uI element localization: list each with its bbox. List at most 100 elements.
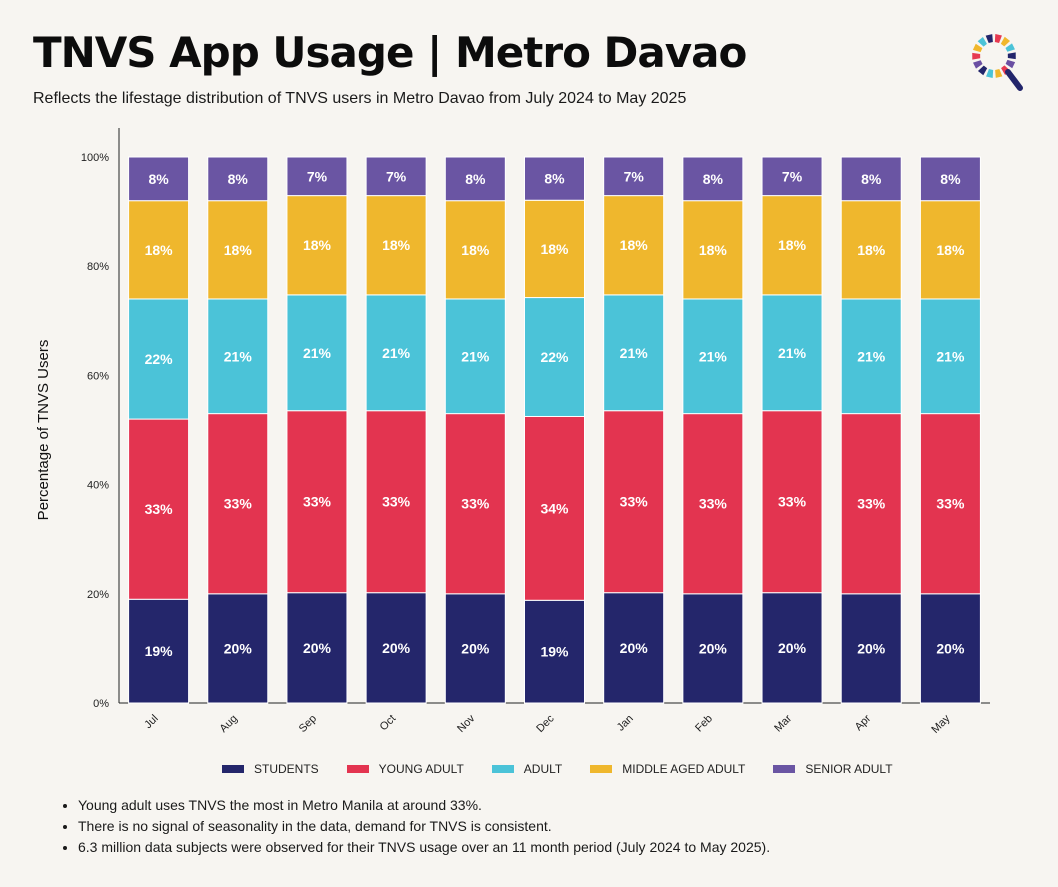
data-label: 18% xyxy=(303,237,332,253)
bar-segment xyxy=(365,156,427,197)
data-label: 8% xyxy=(703,171,724,187)
legend-label: SENIOR ADULT xyxy=(805,762,893,776)
legend-item: SENIOR ADULT xyxy=(773,762,893,776)
bar-segment xyxy=(286,592,348,704)
y-tick-label: 0% xyxy=(93,698,109,710)
data-label: 33% xyxy=(382,494,411,510)
bar-segment xyxy=(128,418,190,600)
bar-segment xyxy=(919,200,981,300)
page-subtitle: Reflects the lifestage distribution of T… xyxy=(33,90,687,107)
legend-swatch xyxy=(773,765,796,773)
bar-segment xyxy=(365,195,427,296)
y-tick-label: 20% xyxy=(87,589,109,601)
bar-segment xyxy=(286,294,348,412)
bar-segment xyxy=(444,298,506,415)
bar-segment xyxy=(603,592,665,704)
data-label: 22% xyxy=(540,349,569,365)
data-label: 33% xyxy=(303,494,332,510)
bar-segment xyxy=(365,592,427,704)
bar-segment xyxy=(207,298,269,415)
data-label: 33% xyxy=(620,494,649,510)
data-label: 8% xyxy=(940,171,961,187)
chart-legend: STUDENTS YOUNG ADULT ADULT MIDDLE AGED ADUL… xyxy=(222,762,893,776)
data-label: 18% xyxy=(382,237,411,253)
legend-item: STUDENTS xyxy=(222,762,319,776)
data-label: 21% xyxy=(699,348,728,364)
bar-segment xyxy=(682,156,744,202)
data-label: 8% xyxy=(544,171,565,187)
data-label: 20% xyxy=(461,640,490,656)
bar-segment xyxy=(286,156,348,197)
y-tick-label: 60% xyxy=(87,370,109,382)
data-label: 20% xyxy=(224,640,253,656)
bar-segment xyxy=(128,200,190,300)
data-label: 21% xyxy=(382,345,411,361)
notes-list: Young adult uses TNVS the most in Metro … xyxy=(60,795,770,858)
logo-segment xyxy=(985,34,993,44)
data-label: 33% xyxy=(699,496,728,512)
data-label: 18% xyxy=(540,241,569,257)
data-label: 22% xyxy=(145,351,174,367)
x-tick-label: Feb xyxy=(693,713,715,735)
bar-segment xyxy=(444,593,506,704)
logo-segment xyxy=(977,37,987,47)
logo-segment xyxy=(986,69,994,78)
x-tick-label: Oct xyxy=(378,713,399,734)
logo-segment xyxy=(972,52,981,60)
logo-segment xyxy=(995,68,1003,78)
legend-item: YOUNG ADULT xyxy=(346,762,464,776)
bar-segment xyxy=(128,298,190,420)
bar-segment xyxy=(840,298,902,415)
legend-swatch xyxy=(346,765,369,773)
bar-segment xyxy=(840,413,902,595)
stacked-bar-chart: 0% 20% 40% 60% 80% 100% Percentage of TNVS Use… xyxy=(35,128,990,736)
data-label: 33% xyxy=(145,501,174,517)
legend-item: ADULT xyxy=(491,762,562,776)
x-tick-label: May xyxy=(929,712,953,736)
data-label: 8% xyxy=(465,171,486,187)
legend-item: MIDDLE AGED ADULT xyxy=(590,762,745,776)
data-label: 20% xyxy=(778,640,807,656)
bar-segment xyxy=(603,195,665,296)
data-label: 20% xyxy=(303,640,332,656)
data-label: 18% xyxy=(699,242,728,258)
data-label: 7% xyxy=(624,168,645,184)
bar-segment xyxy=(682,413,744,595)
bar-segment xyxy=(761,410,823,594)
data-label: 20% xyxy=(382,640,411,656)
bar-segment xyxy=(919,593,981,704)
data-label: 18% xyxy=(145,242,174,258)
bar-segment xyxy=(603,410,665,594)
x-tick-label: Sep xyxy=(297,713,319,735)
x-tick-label: Dec xyxy=(534,712,557,735)
bar-segment xyxy=(603,294,665,412)
page-title: TNVS App Usage | Metro Davao xyxy=(33,28,747,77)
bar-segment xyxy=(286,410,348,594)
data-label: 18% xyxy=(936,242,965,258)
bar-segment xyxy=(524,199,585,299)
data-label: 20% xyxy=(936,640,965,656)
bar-segment xyxy=(365,410,427,594)
logo-segment xyxy=(1000,36,1011,47)
bar-segment xyxy=(761,294,823,412)
data-label: 21% xyxy=(857,348,886,364)
y-tick-label: 40% xyxy=(87,480,109,492)
logo-segment xyxy=(1007,52,1016,60)
data-label: 20% xyxy=(620,640,649,656)
data-label: 19% xyxy=(540,644,569,660)
note-item: Young adult uses TNVS the most in Metro … xyxy=(78,795,770,816)
bar-segment xyxy=(840,156,902,202)
data-label: 21% xyxy=(620,345,649,361)
bar-segment xyxy=(207,156,269,202)
logo-segment xyxy=(994,34,1002,43)
data-label: 33% xyxy=(857,496,886,512)
x-tick-label: Jan xyxy=(615,713,636,734)
data-label: 7% xyxy=(386,168,407,184)
logo-segment xyxy=(973,60,983,69)
data-label: 8% xyxy=(148,171,169,187)
note-item: 6.3 million data subjects were observed … xyxy=(78,837,770,858)
x-tick-label: Aug xyxy=(218,713,240,735)
bar-segment xyxy=(840,200,902,300)
legend-label: YOUNG ADULT xyxy=(378,762,464,776)
data-label: 20% xyxy=(857,640,886,656)
